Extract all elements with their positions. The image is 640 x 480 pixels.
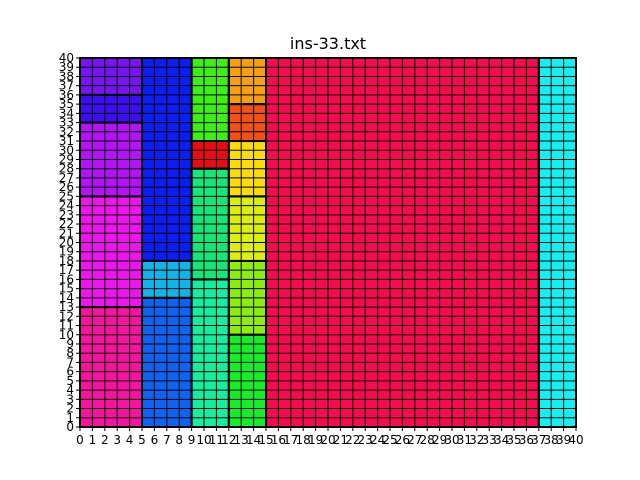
x-tick-label: 20: [320, 433, 335, 447]
x-tick-label: 26: [395, 433, 410, 447]
region-11: [191, 58, 229, 142]
x-tick-label: 4: [126, 433, 134, 447]
x-tick-label: 2: [101, 433, 109, 447]
x-tick-label: 27: [407, 433, 422, 447]
region-0: [80, 307, 142, 427]
x-tick-label: 29: [432, 433, 447, 447]
y-tick-label: 7: [66, 355, 74, 369]
x-tick-label: 3: [113, 433, 121, 447]
region-17: [228, 58, 266, 105]
x-tick-label: 10: [196, 433, 211, 447]
x-tick-label: 40: [568, 433, 583, 447]
y-tick-label: 38: [59, 69, 74, 83]
x-tick-label: 37: [531, 433, 546, 447]
x-tick-label: 25: [382, 433, 397, 447]
y-tick-label: 17: [59, 263, 74, 277]
x-tick-label: 19: [308, 433, 323, 447]
x-tick-label: 34: [494, 433, 509, 447]
y-tick-label: 3: [66, 392, 74, 406]
y-tick-label: 29: [59, 152, 74, 166]
x-tick-label: 6: [151, 433, 159, 447]
x-tick-label: 18: [296, 433, 311, 447]
y-tick-label: 31: [59, 134, 74, 148]
y-tick-label: 28: [59, 162, 74, 176]
y-tick-label: 1: [66, 411, 74, 425]
x-tick-label: 13: [234, 433, 249, 447]
y-tick-label: 8: [66, 346, 74, 360]
y-tick-label: 21: [59, 226, 74, 240]
y-tick-label: 23: [59, 208, 74, 222]
x-tick-label: 11: [209, 433, 224, 447]
x-tick-label: 14: [246, 433, 261, 447]
y-tick-label: 27: [59, 171, 74, 185]
y-tick-label: 26: [59, 180, 74, 194]
y-tick-label: 22: [59, 217, 74, 231]
region-3: [80, 94, 142, 123]
y-tick-label: 25: [59, 189, 74, 203]
y-tick-label: 39: [59, 60, 74, 74]
y-tick-label: 18: [59, 254, 74, 268]
x-tick-label: 8: [175, 433, 183, 447]
y-tick-label: 12: [59, 309, 74, 323]
y-tick-label: 15: [59, 282, 74, 296]
x-tick-label: 22: [345, 433, 360, 447]
y-tick-label: 11: [59, 319, 74, 333]
x-tick-label: 15: [258, 433, 273, 447]
x-tick-label: 21: [333, 433, 348, 447]
chart-title: ins-33.txt: [290, 34, 366, 53]
y-tick-label: 16: [59, 272, 74, 286]
x-tick-label: 9: [188, 433, 196, 447]
y-tick-label: 5: [66, 374, 74, 388]
y-tick-label: 37: [59, 79, 74, 93]
x-tick-label: 5: [138, 433, 146, 447]
y-tick-label: 24: [59, 199, 74, 213]
x-tick-label: 38: [544, 433, 559, 447]
y-axis: 0123456789101112131415161718192021222324…: [59, 51, 80, 434]
y-tick-label: 40: [59, 51, 74, 65]
x-tick-label: 12: [221, 433, 236, 447]
x-tick-label: 33: [482, 433, 497, 447]
region-10: [191, 141, 229, 169]
y-tick-label: 2: [66, 402, 74, 416]
y-tick-label: 0: [66, 420, 74, 434]
y-tick-label: 34: [59, 106, 74, 120]
x-tick-label: 17: [283, 433, 298, 447]
y-tick-label: 33: [59, 116, 74, 130]
y-tick-label: 35: [59, 97, 74, 111]
x-tick-label: 1: [89, 433, 97, 447]
x-tick-label: 23: [358, 433, 373, 447]
x-tick-label: 24: [370, 433, 385, 447]
x-tick-label: 32: [469, 433, 484, 447]
region-14: [228, 196, 266, 261]
x-tick-label: 36: [519, 433, 534, 447]
y-tick-label: 14: [59, 291, 74, 305]
x-tick-label: 16: [271, 433, 286, 447]
y-tick-label: 30: [59, 143, 74, 157]
x-tick-label: 30: [444, 433, 459, 447]
y-tick-label: 19: [59, 245, 74, 259]
y-tick-label: 32: [59, 125, 74, 139]
y-tick-label: 10: [59, 328, 74, 342]
x-tick-label: 39: [556, 433, 571, 447]
grid-layer: [79, 57, 577, 428]
y-tick-label: 20: [59, 236, 74, 250]
x-tick-label: 31: [457, 433, 472, 447]
x-tick-label: 7: [163, 433, 171, 447]
y-tick-label: 4: [66, 383, 74, 397]
x-tick-label: 0: [76, 433, 84, 447]
y-tick-label: 13: [59, 300, 74, 314]
y-tick-label: 36: [59, 88, 74, 102]
x-axis: 0 1 2 3 4 5 6 7 8 9 101112131415161718192021222324…: [76, 427, 584, 447]
x-tick-label: 35: [506, 433, 521, 447]
y-tick-label: 6: [66, 365, 74, 379]
x-tick-label: 28: [420, 433, 435, 447]
y-tick-label: 9: [66, 337, 74, 351]
